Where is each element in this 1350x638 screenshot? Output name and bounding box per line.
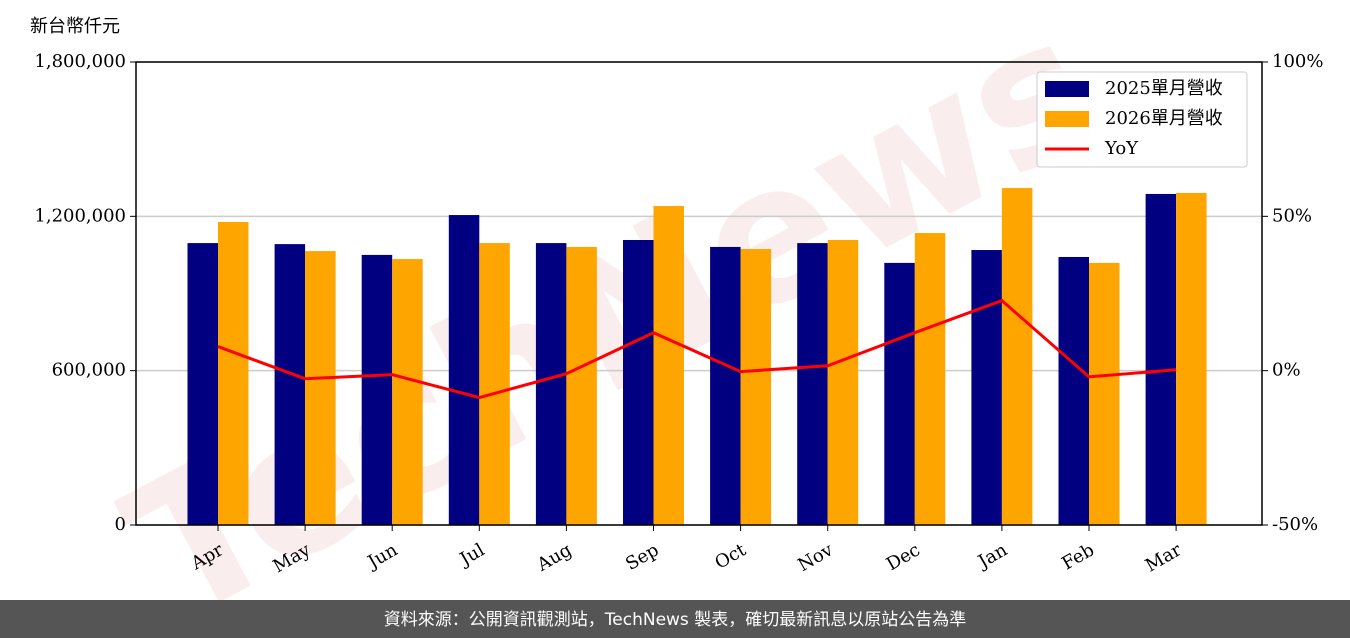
bar xyxy=(305,251,336,525)
bar xyxy=(1145,193,1177,525)
bar xyxy=(1089,262,1120,525)
x-tick-label: Jan xyxy=(973,539,1011,573)
y-tick-label: 0 xyxy=(115,514,126,535)
x-tick-label: Mar xyxy=(1142,539,1186,576)
bar xyxy=(566,246,597,525)
line xyxy=(217,298,1177,400)
bar xyxy=(1001,188,1033,526)
x-tick-label: Feb xyxy=(1058,539,1098,574)
y2-tick-label: -50% xyxy=(1272,514,1318,535)
bar xyxy=(971,250,1002,525)
bar xyxy=(653,206,684,526)
x-tick-label: Nov xyxy=(794,539,837,576)
footer-bar xyxy=(0,600,1350,638)
legend xyxy=(1036,71,1248,168)
bar xyxy=(797,243,828,525)
bar xyxy=(827,239,859,525)
bar xyxy=(218,221,249,525)
x-tick-label: Oct xyxy=(711,539,750,574)
legend-label: 2026單月營收 xyxy=(1105,108,1223,129)
bar xyxy=(361,254,393,525)
bar xyxy=(392,259,423,525)
x-tick-label: Jul xyxy=(455,539,489,571)
bar xyxy=(274,244,306,525)
bar xyxy=(1176,192,1207,525)
bar xyxy=(884,262,915,525)
x-tick-label: Sep xyxy=(622,539,662,574)
bar xyxy=(1058,256,1089,525)
bar xyxy=(479,243,510,525)
legend-label: YoY xyxy=(1104,138,1139,159)
legend-swatch xyxy=(1045,111,1089,127)
bar xyxy=(623,239,654,525)
bar xyxy=(914,233,946,525)
y-tick-label: 600,000 xyxy=(52,360,126,381)
y-tick-label: 1,800,000 xyxy=(34,51,126,72)
y-tick-label: 1,200,000 xyxy=(34,205,126,226)
bar xyxy=(740,249,772,525)
footer: 資料來源：公開資訊觀測站，TechNews 製表，確切最新訊息以原站公告為準 xyxy=(384,610,966,630)
x-tick-label: Aug xyxy=(533,539,576,576)
plot-frame xyxy=(135,61,1263,526)
y2-tick-label: 50% xyxy=(1272,205,1312,226)
y-axis-label: 新台幣仟元 xyxy=(30,16,120,37)
bar xyxy=(535,243,567,525)
bar xyxy=(187,243,218,525)
bar xyxy=(710,246,741,525)
bar xyxy=(448,215,480,525)
legend-swatch xyxy=(1045,81,1089,97)
x-tick-label: Dec xyxy=(883,539,924,575)
legend-label: 2025單月營收 xyxy=(1105,78,1223,99)
y2-tick-label: 100% xyxy=(1272,51,1323,72)
y2-tick-label: 0% xyxy=(1272,360,1301,381)
